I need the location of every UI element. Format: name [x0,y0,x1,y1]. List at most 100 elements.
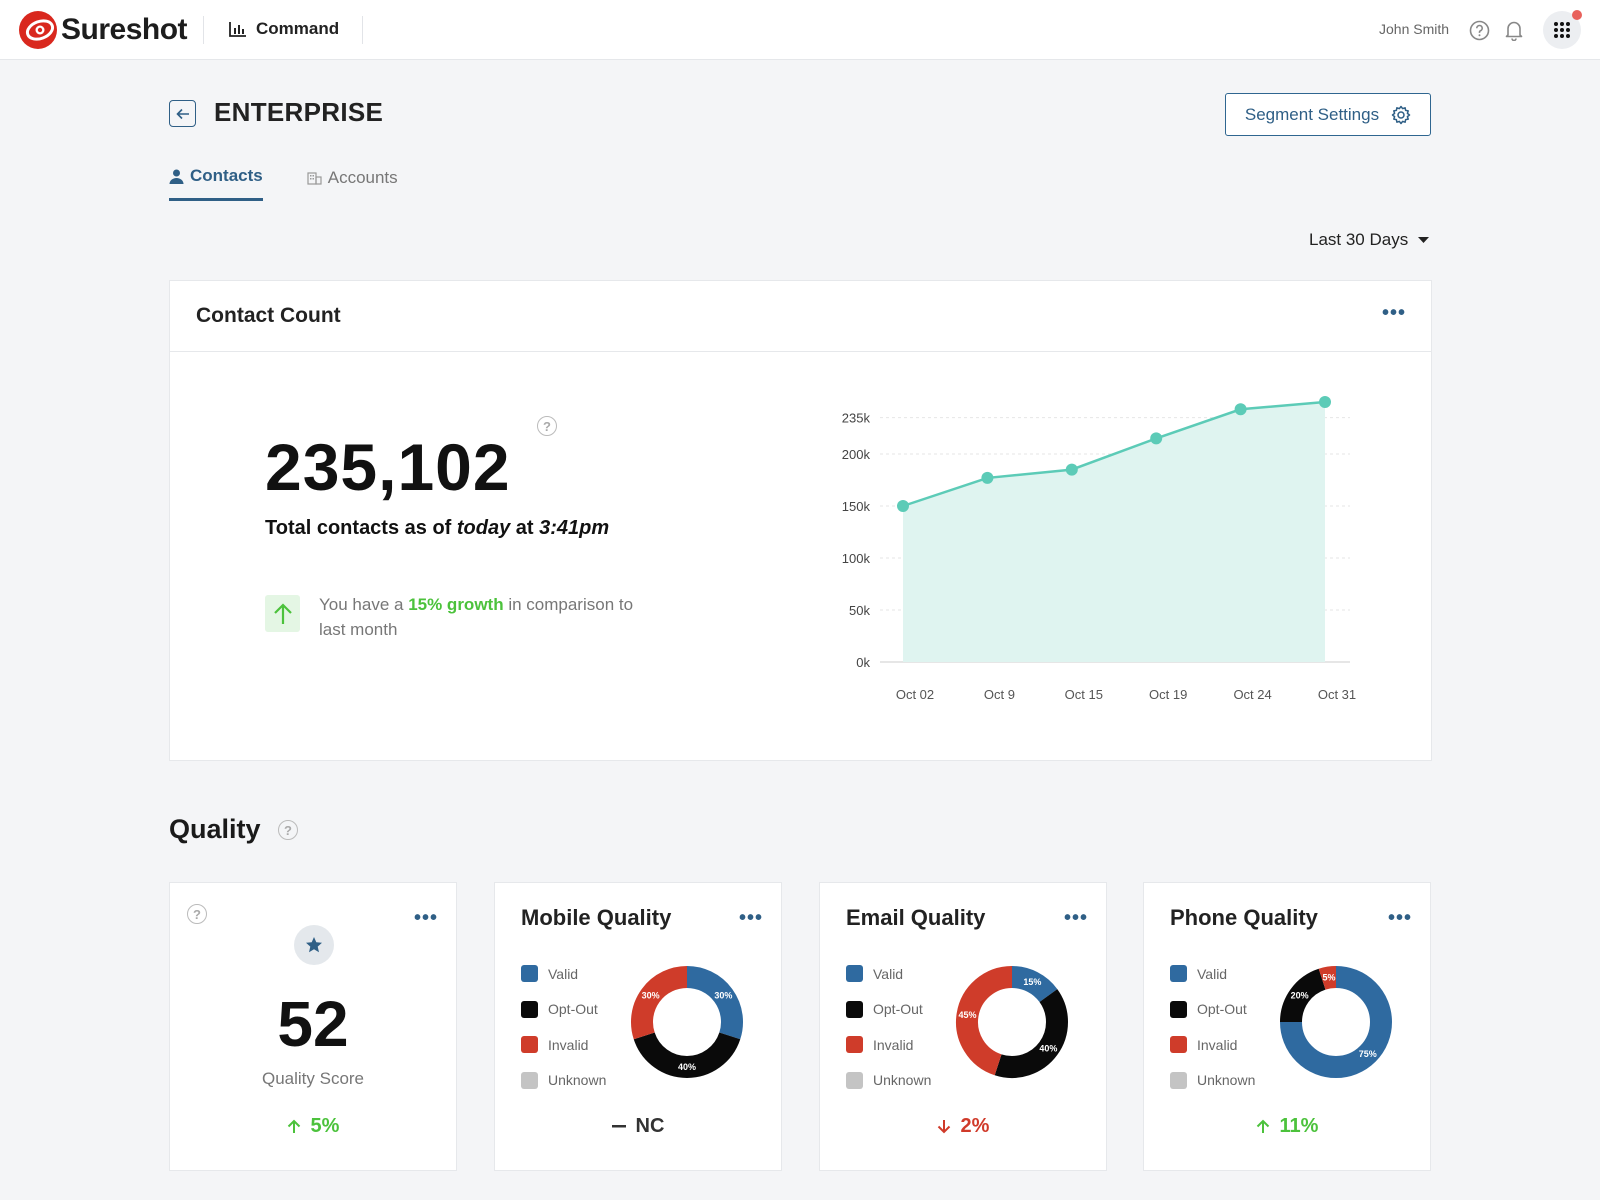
more-options-icon[interactable]: ••• [1064,907,1089,929]
quality-score-label: Quality Score [261,1069,365,1088]
data-point[interactable] [1319,396,1331,408]
legend-label: Valid [548,965,579,982]
legend: Valid Opt-Out Invalid Unknown [846,956,931,1098]
help-icon[interactable]: ? [187,904,207,924]
email-quality-card: Email Quality ••• Valid Opt-Out Invalid Unkno… [819,882,1107,1171]
quality-section-title: Quality [169,814,261,844]
more-options-icon[interactable]: ••• [1388,907,1413,929]
building-icon [307,172,322,185]
area-fill [903,402,1325,662]
card-title: Email Quality [846,905,986,930]
donut-slice-invalid [631,966,688,1040]
person-icon [169,169,184,184]
legend-item: Unknown [521,1063,606,1099]
data-point[interactable] [981,471,994,484]
legend-swatch [1170,1000,1187,1018]
module-switcher[interactable]: Command [229,19,339,39]
legend-label: Valid [1197,965,1228,982]
legend-item: Unknown [1170,1063,1255,1099]
y-tick-label: 50k [849,603,870,618]
contact-count-chart: 0k 50k 100k 150k 200k 235k Oct 02 Oct 9 Oct 15 Oc… [842,396,1356,702]
donut-slice-label: 40% [678,1062,696,1072]
apps-grid-icon [1554,22,1570,38]
help-icon[interactable]: ? [278,820,298,840]
legend-item: Invalid [846,1027,931,1063]
donut-slice-valid [1280,966,1392,1078]
caret-down-icon [1418,236,1430,243]
quality-change-value: 11% [1279,1115,1319,1137]
notification-bell-icon[interactable] [1504,19,1524,41]
legend-item: Invalid [1170,1027,1255,1063]
help-icon[interactable] [1469,20,1490,41]
star-icon [306,937,322,953]
legend-label: Opt-Out [1197,1001,1247,1018]
segment-settings-button[interactable]: Segment Settings [1225,93,1431,136]
user-name[interactable]: John Smith [1379,21,1450,37]
arrow-up-icon [1256,1119,1269,1133]
more-options-icon[interactable]: ••• [739,907,764,929]
arrow-left-icon [175,108,189,119]
date-range-dropdown[interactable]: Last 30 Days [1309,230,1430,250]
y-tick-label: 200k [842,447,871,462]
donut-slice-label: 20% [1291,991,1309,1001]
donut-chart: 15% 40% 45% [956,966,1068,1078]
y-tick-label: 235k [842,411,871,426]
donut-slice-invalid [956,966,1013,1076]
notification-dot [1572,10,1582,20]
segment-settings-label: Segment Settings [1244,104,1380,124]
growth-indicator [265,595,300,632]
quality-change-value: 2% [960,1115,990,1137]
donut-slice-opt-out [1280,968,1327,1023]
donut-slice-label: 30% [642,991,660,1001]
legend-item: Unknown [846,1063,931,1099]
donut-slice-label: 30% [714,991,732,1001]
tab-accounts[interactable]: Accounts [307,166,398,201]
quality-change: 2% [820,1115,1106,1138]
data-point[interactable] [1150,432,1163,445]
tab-label: Accounts [327,167,398,187]
card-header: Contact Count ••• [170,281,1431,352]
donut-slice-label: 15% [1023,977,1041,987]
arrow-down-icon [937,1120,950,1134]
legend-swatch [846,965,863,983]
x-tick-label: Oct 9 [984,687,1015,702]
back-button[interactable] [169,100,196,127]
y-tick-label: 150k [842,499,871,514]
more-options-icon[interactable]: ••• [1382,302,1407,324]
legend-swatch [521,1000,538,1018]
donut-slice-valid [686,966,743,1040]
phone-quality-card: Phone Quality ••• Valid Opt-Out Invalid Unkno… [1143,882,1431,1171]
legend-label: Invalid [1197,1036,1238,1053]
legend: Valid Opt-Out Invalid Unknown [1170,956,1255,1098]
donut-slice-opt-out [633,1031,741,1078]
quality-score-value: 52 [277,988,349,1060]
legend-label: Invalid [873,1036,914,1053]
quality-change: 11% [1144,1115,1430,1138]
date-range-value: Last 30 Days [1309,230,1409,249]
donut-slice-label: 75% [1359,1049,1377,1059]
legend-label: Opt-Out [548,1001,598,1018]
quality-score-change: 5% [170,1115,456,1138]
legend-item: Valid [1170,956,1255,992]
data-point[interactable] [1065,463,1078,476]
legend-item: Valid [521,956,606,992]
app-launcher-button[interactable] [1543,11,1581,49]
legend-label: Opt-Out [873,1001,923,1018]
legend-item: Opt-Out [521,992,606,1028]
legend-swatch [1170,965,1187,983]
brand-logo[interactable]: Sureshot [18,10,188,50]
brand-name: Sureshot [61,13,188,46]
x-tick-label: Oct 15 [1065,687,1103,702]
help-icon[interactable]: ? [537,416,557,436]
more-options-icon[interactable]: ••• [414,907,439,929]
legend-swatch [1170,1071,1187,1089]
total-contacts-value: 235,102 [265,430,511,504]
data-point[interactable] [1234,403,1247,416]
data-point[interactable] [897,500,909,512]
legend-item: Valid [846,956,931,992]
legend-item: Invalid [521,1027,606,1063]
card-title: Contact Count [196,304,341,327]
tab-contacts[interactable]: Contacts [169,166,263,201]
total-contacts-caption: Total contacts as of today at 3:41pm [265,517,610,539]
quality-score-card: ? ••• 52 Quality Score 5% [169,882,457,1171]
